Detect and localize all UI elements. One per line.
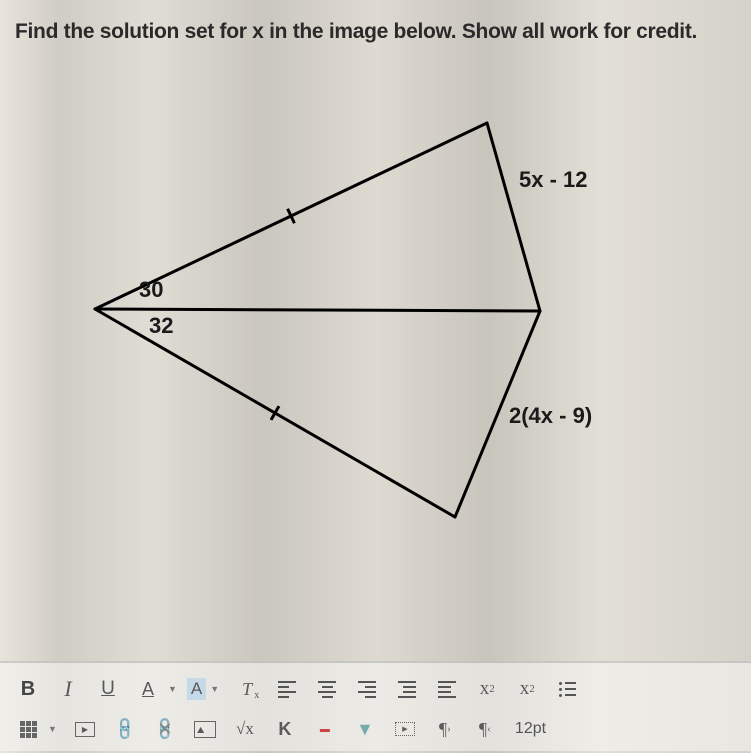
chevron-down-icon[interactable]: ▼ bbox=[168, 684, 177, 694]
superscript-exp: 2 bbox=[489, 683, 495, 695]
image-button[interactable]: ⛰ bbox=[187, 713, 223, 745]
toolbar-row-1: B I U A ▼ A ▼ T x2 x2 bbox=[10, 669, 741, 709]
indent-button[interactable] bbox=[429, 673, 465, 705]
ltr-button[interactable]: ¶› bbox=[427, 713, 463, 745]
subscript-button[interactable]: x2 bbox=[509, 673, 545, 705]
highlight-button[interactable]: A bbox=[187, 678, 206, 700]
table-button[interactable] bbox=[10, 713, 46, 745]
chevron-down-icon[interactable]: ▼ bbox=[48, 724, 57, 734]
align-right-button[interactable] bbox=[349, 673, 385, 705]
para-rtl-glyph: ¶ bbox=[479, 719, 487, 740]
content-area: Find the solution set for x in the image… bbox=[0, 0, 751, 660]
superscript-button[interactable]: x2 bbox=[469, 673, 505, 705]
question-text: Find the solution set for x in the image… bbox=[15, 20, 736, 44]
embed-button[interactable]: ▬ bbox=[307, 713, 343, 745]
kappa-button[interactable]: K bbox=[267, 713, 303, 745]
subscript-sub: 2 bbox=[529, 683, 535, 695]
italic-button[interactable]: I bbox=[50, 673, 86, 705]
equation-button[interactable]: √x bbox=[227, 713, 263, 745]
angle-label-bottom: 32 bbox=[149, 313, 173, 339]
underline-button[interactable]: U bbox=[90, 673, 126, 705]
outdent-button[interactable] bbox=[389, 673, 425, 705]
toolbar-row-2: ▼ ▶ 🔗 🔗✕ ⛰ √x K ▬ ▼ ▶ ¶› ¶‹ 12pt bbox=[10, 709, 741, 749]
media-button[interactable]: ▶ bbox=[67, 713, 103, 745]
bold-button[interactable]: B bbox=[10, 673, 46, 705]
chevron-down-icon[interactable]: ▼ bbox=[210, 684, 219, 694]
side-label-bottom: 2(4x - 9) bbox=[509, 403, 592, 429]
link-button[interactable]: 🔗 bbox=[101, 705, 149, 753]
align-center-button[interactable] bbox=[309, 673, 345, 705]
subscript-base: x bbox=[520, 678, 530, 700]
rtl-button[interactable]: ¶‹ bbox=[467, 713, 503, 745]
align-left-button[interactable] bbox=[269, 673, 305, 705]
bullet-list-button[interactable] bbox=[549, 673, 585, 705]
font-color-button[interactable]: A bbox=[130, 673, 166, 705]
superscript-base: x bbox=[480, 678, 490, 700]
angle-label-top: 30 bbox=[139, 277, 163, 303]
font-size-selector[interactable]: 12pt bbox=[515, 720, 546, 738]
video-button[interactable]: ▶ bbox=[387, 713, 423, 745]
dropdown-button[interactable]: ▼ bbox=[347, 713, 383, 745]
clear-format-button[interactable]: T bbox=[229, 673, 265, 705]
unlink-button[interactable]: 🔗✕ bbox=[147, 713, 183, 745]
para-ltr-glyph: ¶ bbox=[439, 719, 447, 740]
side-label-top: 5x - 12 bbox=[519, 167, 588, 193]
editor-toolbar: B I U A ▼ A ▼ T x2 x2 bbox=[0, 661, 751, 751]
geometry-diagram: 30 32 5x - 12 2(4x - 9) bbox=[75, 79, 675, 559]
